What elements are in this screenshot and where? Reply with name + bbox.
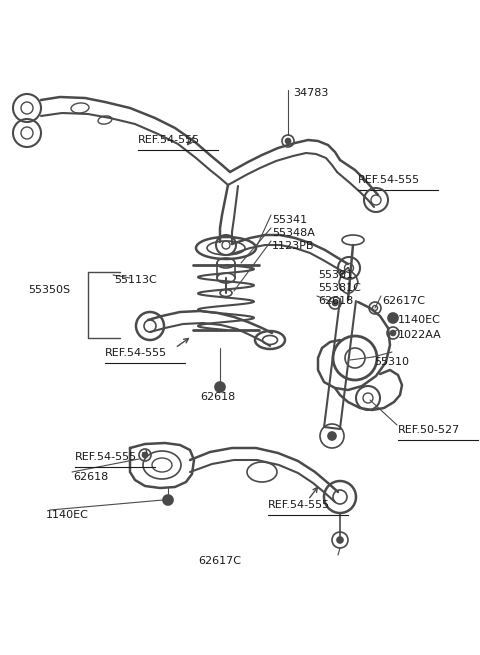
Text: 1140EC: 1140EC (46, 510, 89, 520)
Text: REF.54-555: REF.54-555 (268, 500, 330, 510)
Circle shape (391, 331, 396, 335)
Circle shape (143, 453, 147, 457)
Text: 55381: 55381 (318, 270, 353, 280)
Circle shape (215, 382, 225, 392)
Circle shape (163, 495, 173, 505)
Text: 55348A: 55348A (272, 228, 315, 238)
Text: REF.50-527: REF.50-527 (398, 425, 460, 435)
Text: 62618: 62618 (200, 392, 236, 402)
Text: 34783: 34783 (293, 88, 328, 98)
Text: 62618: 62618 (318, 296, 353, 306)
Circle shape (337, 537, 343, 543)
Text: 62617C: 62617C (199, 556, 241, 566)
Text: 1022AA: 1022AA (398, 330, 442, 340)
Text: 1140EC: 1140EC (398, 315, 441, 325)
Text: 55310: 55310 (374, 357, 409, 367)
Circle shape (388, 313, 398, 323)
Circle shape (333, 301, 337, 305)
Circle shape (286, 138, 290, 143)
Circle shape (328, 432, 336, 440)
Text: REF.54-555: REF.54-555 (138, 135, 200, 145)
Text: 1123PB: 1123PB (272, 241, 314, 251)
Text: REF.54-555: REF.54-555 (358, 175, 420, 185)
Text: 55350S: 55350S (28, 285, 70, 295)
Text: 62617C: 62617C (382, 296, 425, 306)
Text: REF.54-555: REF.54-555 (105, 348, 167, 358)
Text: 55381C: 55381C (318, 283, 361, 293)
Text: REF.54-555: REF.54-555 (75, 452, 137, 462)
Text: 62618: 62618 (73, 472, 108, 482)
Text: 55113C: 55113C (114, 275, 157, 285)
Text: 55341: 55341 (272, 215, 307, 225)
